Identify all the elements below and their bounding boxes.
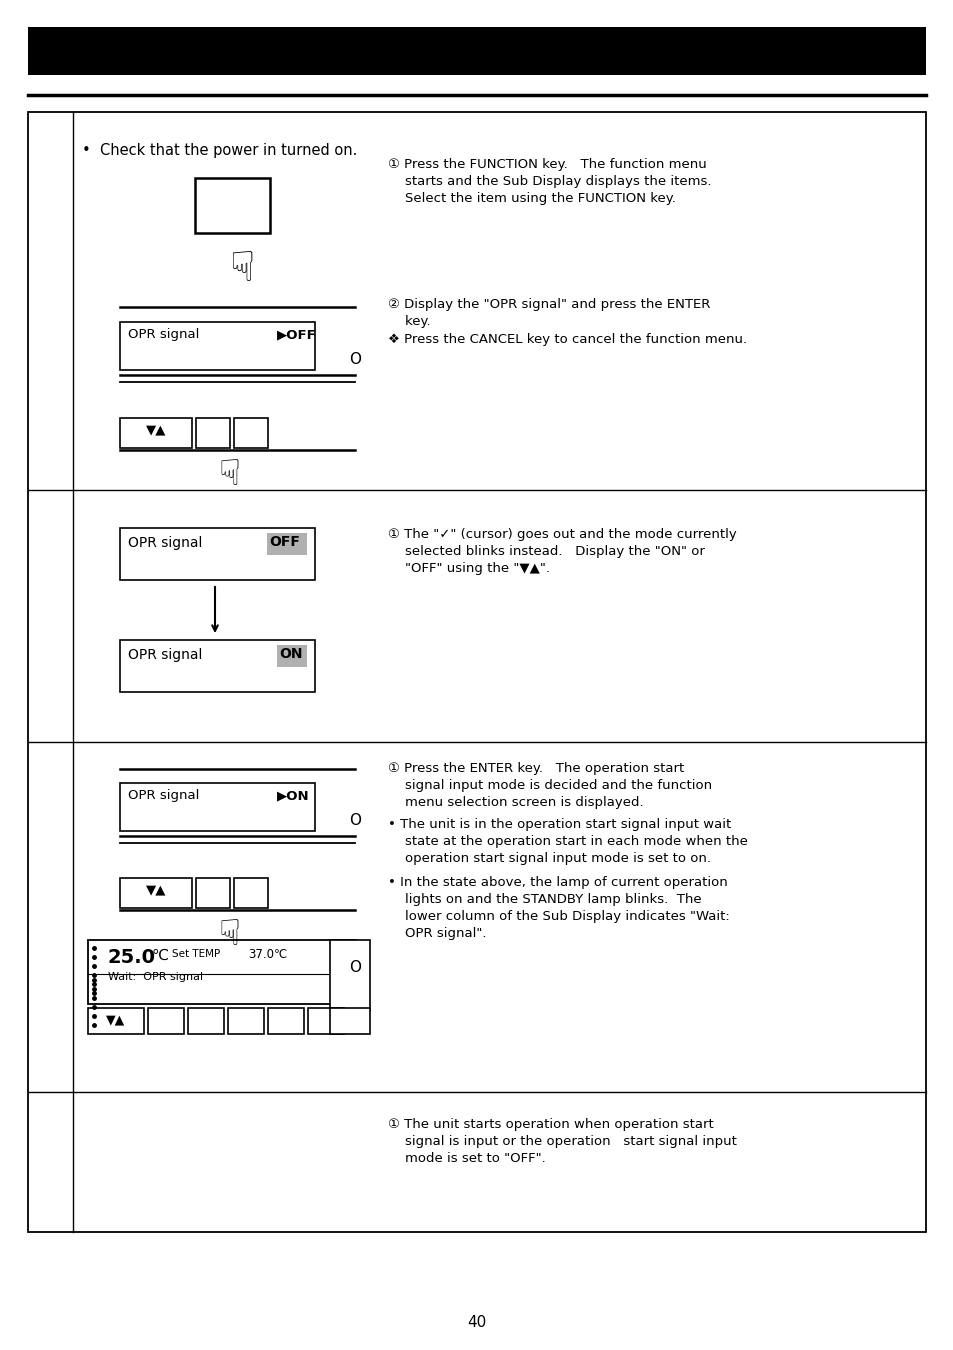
Text: menu selection screen is displayed.: menu selection screen is displayed.	[388, 796, 643, 809]
Text: ① The "✓" (cursor) goes out and the mode currently: ① The "✓" (cursor) goes out and the mode…	[388, 528, 736, 541]
Text: OPR signal: OPR signal	[128, 648, 202, 662]
Text: •  Check that the power in turned on.: • Check that the power in turned on.	[82, 143, 357, 158]
Bar	[120, 323, 314, 370]
Text: OPR signal".: OPR signal".	[388, 927, 486, 940]
Text: 37.0℃: 37.0℃	[248, 948, 287, 961]
Text: • In the state above, the lamp of current operation: • In the state above, the lamp of curren…	[388, 876, 727, 890]
Text: 40: 40	[467, 1315, 486, 1330]
Text: mode is set to "OFF".: mode is set to "OFF".	[388, 1152, 545, 1165]
Bar	[228, 1008, 264, 1034]
Text: ▼▲: ▼▲	[146, 883, 166, 896]
Text: ☟: ☟	[218, 458, 240, 491]
Bar	[268, 1008, 304, 1034]
Text: ℃: ℃	[152, 948, 169, 963]
Bar	[120, 878, 192, 909]
Bar	[88, 940, 355, 1004]
Text: ☟: ☟	[229, 248, 254, 290]
Bar	[194, 178, 270, 234]
Text: lights on and the STANDBY lamp blinks.  The: lights on and the STANDBY lamp blinks. T…	[388, 892, 700, 906]
Text: selected blinks instead.   Display the "ON" or: selected blinks instead. Display the "ON…	[388, 545, 704, 558]
Bar	[195, 418, 230, 448]
Text: O: O	[349, 352, 360, 367]
Text: • The unit is in the operation start signal input wait: • The unit is in the operation start sig…	[388, 818, 731, 832]
Text: key.: key.	[388, 315, 430, 328]
Text: ② Display the "OPR signal" and press the ENTER: ② Display the "OPR signal" and press the…	[388, 298, 710, 311]
Bar	[330, 940, 370, 1010]
Bar	[308, 1008, 344, 1034]
Text: OFF: OFF	[269, 535, 299, 549]
Text: ▶ON: ▶ON	[276, 788, 310, 802]
Bar	[88, 1008, 144, 1034]
Bar	[233, 418, 268, 448]
Bar	[28, 112, 925, 1233]
Bar	[188, 1008, 224, 1034]
Text: ▼▲: ▼▲	[107, 1012, 126, 1026]
Text: O: O	[349, 960, 360, 975]
Bar	[330, 1008, 370, 1034]
Text: state at the operation start in each mode when the: state at the operation start in each mod…	[388, 836, 747, 848]
Text: operation start signal input mode is set to on.: operation start signal input mode is set…	[388, 852, 710, 865]
Text: Select the item using the FUNCTION key.: Select the item using the FUNCTION key.	[388, 192, 675, 205]
Text: OPR signal: OPR signal	[128, 328, 199, 342]
Bar	[120, 528, 314, 580]
Text: ☟: ☟	[218, 918, 240, 952]
Bar	[233, 878, 268, 909]
Text: 25.0: 25.0	[108, 948, 156, 967]
Text: "OFF" using the "▼▲".: "OFF" using the "▼▲".	[388, 562, 550, 575]
Text: ❖ Press the CANCEL key to cancel the function menu.: ❖ Press the CANCEL key to cancel the fun…	[388, 333, 746, 346]
Text: ▶OFF: ▶OFF	[276, 328, 316, 342]
Bar	[28, 27, 925, 76]
Text: signal input mode is decided and the function: signal input mode is decided and the fun…	[388, 779, 711, 792]
Bar	[148, 1008, 184, 1034]
Text: lower column of the Sub Display indicates "Wait:: lower column of the Sub Display indicate…	[388, 910, 729, 923]
Text: starts and the Sub Display displays the items.: starts and the Sub Display displays the …	[388, 176, 711, 188]
Text: ① The unit starts operation when operation start: ① The unit starts operation when operati…	[388, 1118, 713, 1131]
Text: ① Press the ENTER key.   The operation start: ① Press the ENTER key. The operation sta…	[388, 761, 683, 775]
Text: ▼▲: ▼▲	[146, 423, 166, 436]
Text: OPR signal: OPR signal	[128, 536, 202, 549]
Text: signal is input or the operation   start signal input: signal is input or the operation start s…	[388, 1135, 736, 1148]
Text: ON: ON	[278, 647, 302, 662]
Text: O: O	[349, 813, 360, 828]
Bar	[120, 418, 192, 448]
Bar	[276, 645, 307, 667]
Bar	[195, 878, 230, 909]
Bar	[120, 640, 314, 693]
Text: ① Press the FUNCTION key.   The function menu: ① Press the FUNCTION key. The function m…	[388, 158, 706, 171]
Text: Set TEMP: Set TEMP	[172, 949, 220, 958]
Text: Wait:  OPR signal: Wait: OPR signal	[108, 972, 203, 981]
Bar	[120, 783, 314, 832]
Text: OPR signal: OPR signal	[128, 788, 199, 802]
Bar	[267, 533, 307, 555]
